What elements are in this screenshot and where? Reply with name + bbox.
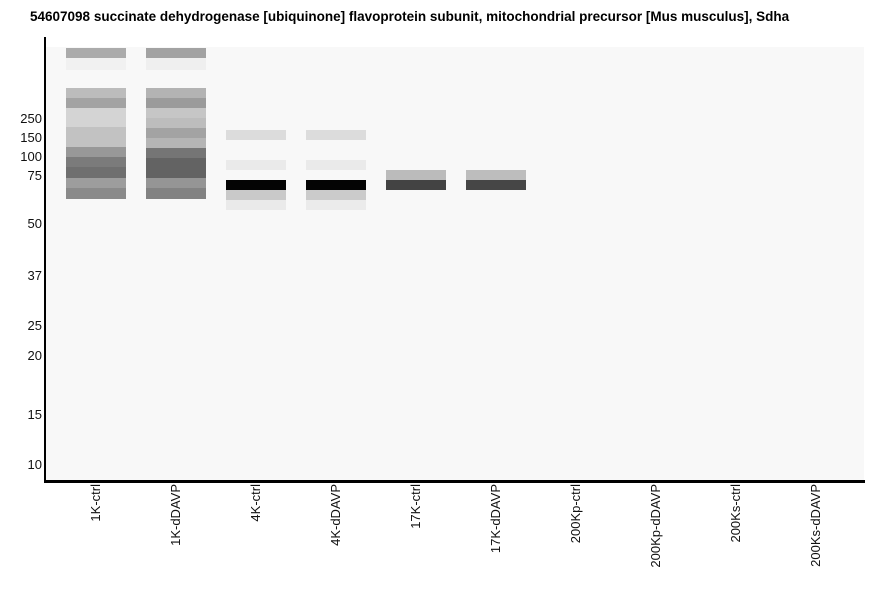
x-axis-line	[44, 480, 865, 483]
lane-label-200Ks-ctrl: 200Ks-ctrl	[728, 484, 743, 543]
gel-band	[146, 128, 206, 138]
y-tick-label-37: 37	[27, 268, 42, 283]
y-tick-label-75: 75	[27, 168, 42, 183]
gel-band	[306, 130, 366, 140]
gel-band	[386, 170, 446, 180]
gel-band	[466, 170, 526, 180]
gel-band	[146, 108, 206, 118]
gel-band	[146, 178, 206, 188]
gel-band	[146, 48, 206, 58]
lane-label-17K-dDAVP: 17K-dDAVP	[488, 484, 503, 554]
gel-band	[66, 58, 126, 70]
lane-label-1K-ctrl: 1K-ctrl	[88, 484, 103, 522]
gel-band	[386, 180, 446, 190]
lane-label-200Kp-ctrl: 200Kp-ctrl	[568, 484, 583, 544]
lane-label-17K-ctrl: 17K-ctrl	[408, 484, 423, 529]
lane-label-4K-dDAVP: 4K-dDAVP	[328, 484, 343, 546]
gel-band	[66, 157, 126, 167]
gel-band	[66, 127, 126, 147]
lane-label-4K-ctrl: 4K-ctrl	[248, 484, 263, 522]
y-tick-label-10: 10	[27, 457, 42, 472]
lane-label-200Kp-dDAVP: 200Kp-dDAVP	[648, 484, 663, 568]
gel-band	[146, 158, 206, 178]
gel-band	[306, 180, 366, 190]
gel-band	[146, 118, 206, 128]
gel-band	[306, 160, 366, 170]
gel-band	[226, 160, 286, 170]
gel-band	[66, 167, 126, 178]
y-tick-label-25: 25	[27, 318, 42, 333]
figure-title: 54607098 succinate dehydrogenase [ubiqui…	[30, 9, 790, 24]
gel-band	[146, 138, 206, 148]
gel-band	[226, 130, 286, 140]
y-tick-label-20: 20	[27, 348, 42, 363]
lane-label-1K-dDAVP: 1K-dDAVP	[168, 484, 183, 546]
gel-band	[306, 190, 366, 200]
y-tick-label-150: 150	[20, 130, 42, 145]
gel-band	[226, 190, 286, 200]
lane-label-200Ks-dDAVP: 200Ks-dDAVP	[808, 484, 823, 567]
gel-band	[466, 180, 526, 190]
gel-band	[146, 188, 206, 199]
gel-band	[146, 88, 206, 98]
y-tick-label-250: 250	[20, 111, 42, 126]
gel-band	[66, 98, 126, 108]
gel-band	[66, 147, 126, 157]
y-axis-line	[44, 37, 46, 483]
gel-band	[226, 200, 286, 210]
gel-band	[146, 98, 206, 108]
y-tick-label-15: 15	[27, 407, 42, 422]
gel-band	[66, 48, 126, 58]
gel-band	[66, 88, 126, 98]
gel-band	[66, 178, 126, 188]
y-tick-label-50: 50	[27, 216, 42, 231]
y-tick-label-100: 100	[20, 149, 42, 164]
gel-band	[66, 108, 126, 127]
gel-band	[146, 148, 206, 158]
gel-band	[66, 188, 126, 199]
gel-band	[226, 180, 286, 190]
gel-band	[306, 200, 366, 210]
gel-band	[146, 58, 206, 70]
